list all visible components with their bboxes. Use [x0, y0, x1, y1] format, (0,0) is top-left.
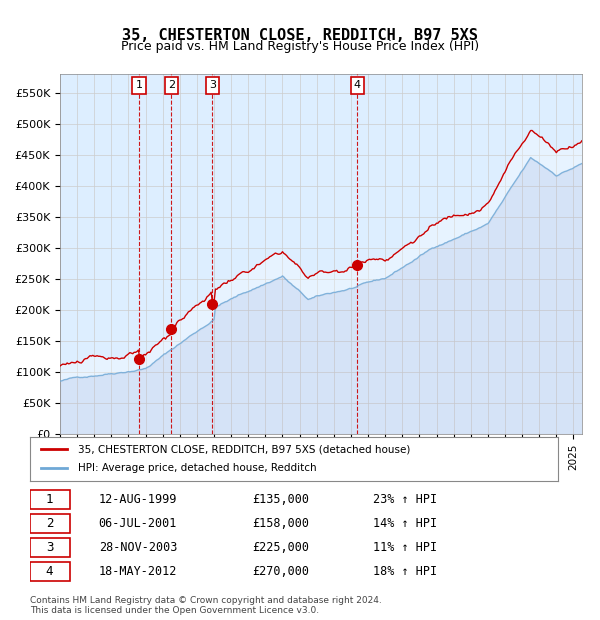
Text: £270,000: £270,000: [252, 565, 309, 578]
Text: HPI: Average price, detached house, Redditch: HPI: Average price, detached house, Redd…: [77, 463, 316, 473]
Text: 1: 1: [136, 80, 142, 90]
Text: 35, CHESTERTON CLOSE, REDDITCH, B97 5XS: 35, CHESTERTON CLOSE, REDDITCH, B97 5XS: [122, 28, 478, 43]
Text: 14% ↑ HPI: 14% ↑ HPI: [373, 516, 437, 529]
Text: £225,000: £225,000: [252, 541, 309, 554]
Text: 18-MAY-2012: 18-MAY-2012: [98, 565, 177, 578]
Text: 35, CHESTERTON CLOSE, REDDITCH, B97 5XS (detached house): 35, CHESTERTON CLOSE, REDDITCH, B97 5XS …: [77, 445, 410, 454]
Text: 18% ↑ HPI: 18% ↑ HPI: [373, 565, 437, 578]
Text: This data is licensed under the Open Government Licence v3.0.: This data is licensed under the Open Gov…: [30, 606, 319, 616]
Text: 2: 2: [46, 516, 53, 529]
Text: 12-AUG-1999: 12-AUG-1999: [98, 493, 177, 506]
Text: £158,000: £158,000: [252, 516, 309, 529]
Text: 28-NOV-2003: 28-NOV-2003: [98, 541, 177, 554]
FancyBboxPatch shape: [30, 513, 70, 533]
Text: 2: 2: [168, 80, 175, 90]
Text: 4: 4: [354, 80, 361, 90]
FancyBboxPatch shape: [30, 538, 70, 557]
Text: 11% ↑ HPI: 11% ↑ HPI: [373, 541, 437, 554]
Text: £135,000: £135,000: [252, 493, 309, 506]
Text: Price paid vs. HM Land Registry's House Price Index (HPI): Price paid vs. HM Land Registry's House …: [121, 40, 479, 53]
Text: 3: 3: [209, 80, 216, 90]
Text: 23% ↑ HPI: 23% ↑ HPI: [373, 493, 437, 506]
FancyBboxPatch shape: [30, 490, 70, 509]
FancyBboxPatch shape: [30, 562, 70, 581]
Text: 06-JUL-2001: 06-JUL-2001: [98, 516, 177, 529]
Text: 4: 4: [46, 565, 53, 578]
Text: Contains HM Land Registry data © Crown copyright and database right 2024.: Contains HM Land Registry data © Crown c…: [30, 596, 382, 606]
Text: 1: 1: [46, 493, 53, 506]
Text: 3: 3: [46, 541, 53, 554]
